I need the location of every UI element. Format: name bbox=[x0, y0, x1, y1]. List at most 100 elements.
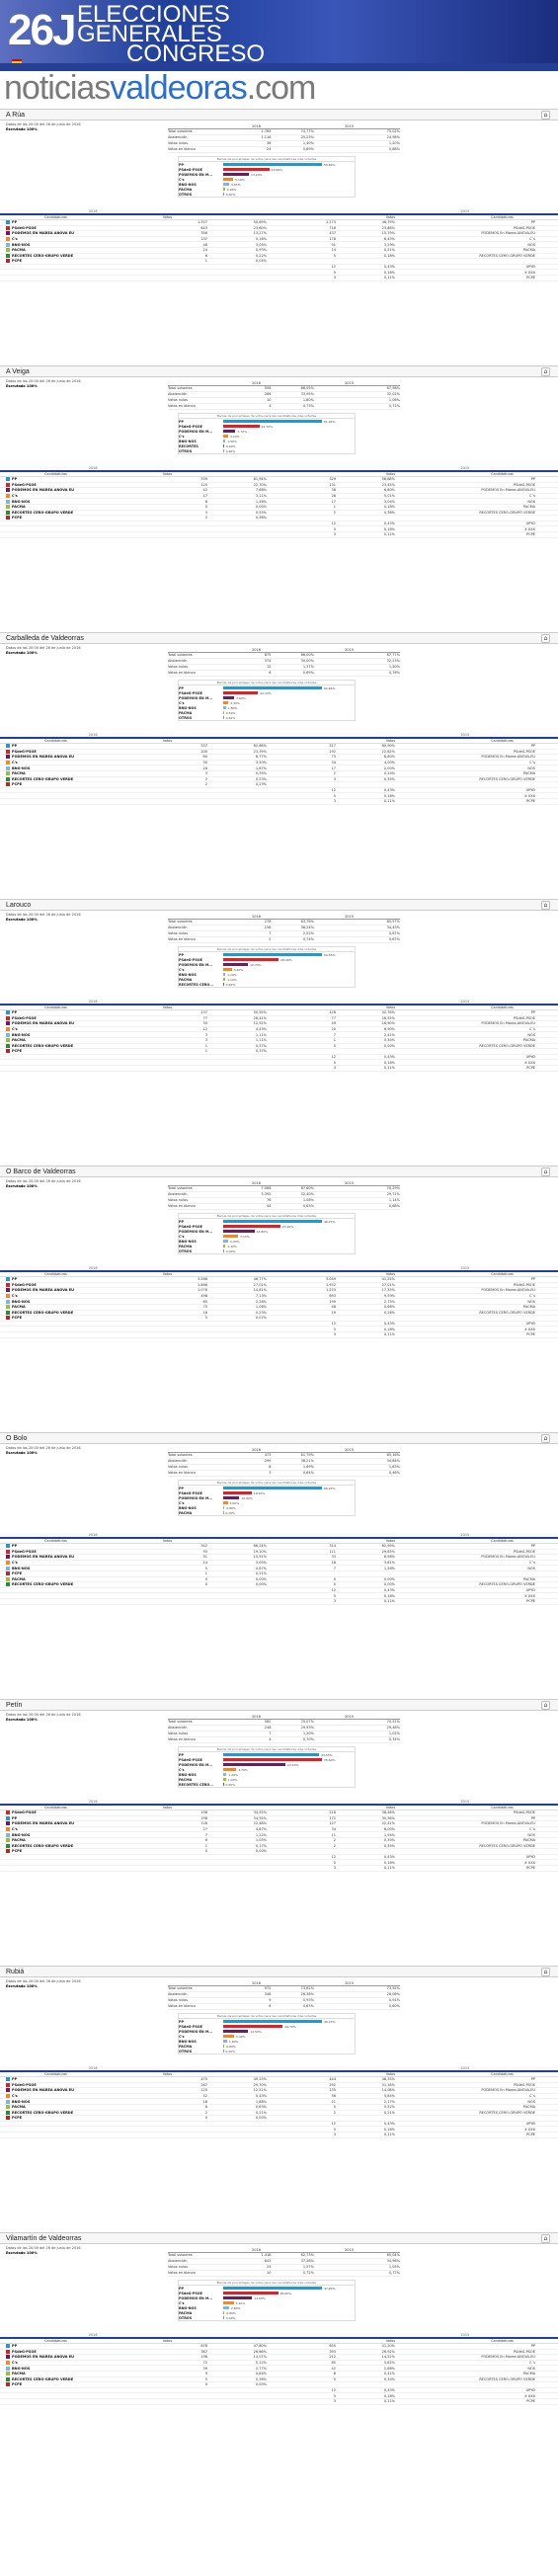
bar-mark bbox=[223, 2025, 283, 2028]
party-name: RECORTES CERO-GRUPO VERDE bbox=[0, 253, 138, 258]
participation-header: 2016 2015 bbox=[168, 915, 400, 920]
result-row: RECORTES CERO-GRUPO VERDE 1 0,17% 2 0,35% REC… bbox=[0, 1843, 558, 1850]
result-row-2015-only: 3 0,11% PCPE bbox=[0, 276, 558, 282]
party-color-swatch bbox=[6, 2088, 10, 2093]
bar-row: PODEMOS-EN M... 10,90% bbox=[179, 1495, 355, 1500]
participation-cell: Votos nulos bbox=[168, 1731, 189, 1735]
bar-label: C's bbox=[179, 967, 185, 972]
result-row: BNG-NÓS 8 1,46% 17 3,04% NÓS bbox=[0, 499, 558, 505]
participation-cell: 33,95% bbox=[300, 392, 314, 396]
participation-row: Votos en blanco 2 0,74% 0,67% bbox=[168, 937, 400, 943]
votes-2015: 17 bbox=[331, 499, 336, 504]
result-row: C's 498 7,13% 693 9,59% C´s bbox=[0, 1294, 558, 1300]
chart-caption: Barras de porcentajes de votos para las … bbox=[179, 414, 355, 419]
bar-value: 3,00% bbox=[229, 1500, 240, 1505]
brand-logo[interactable]: noticiasvaldeoras.com bbox=[4, 69, 316, 108]
percent-2016: 0,17% bbox=[255, 1843, 267, 1848]
party-name-2015: C´s bbox=[528, 1561, 535, 1566]
result-row: PCPE 1 0,37% bbox=[0, 1049, 558, 1055]
bar-mark bbox=[223, 2030, 249, 2033]
year-header: 2016 bbox=[88, 1800, 98, 1804]
party-color-swatch bbox=[6, 1827, 10, 1832]
votes-2016: 18 bbox=[202, 2099, 207, 2104]
party-name-2015: NÓS bbox=[527, 1032, 535, 1037]
votes-2015: 3 bbox=[333, 276, 336, 281]
bar-mark bbox=[223, 193, 224, 196]
bar-label: PACMA bbox=[179, 1777, 193, 1782]
bar-value: 12,50% bbox=[250, 2029, 262, 2034]
bar-row: PACMA 0,93% bbox=[179, 187, 355, 192]
bar-value: 22,10% bbox=[260, 690, 272, 695]
home-icon[interactable]: ⌂ bbox=[541, 111, 550, 120]
year-header: 2016 bbox=[88, 466, 98, 470]
bar-row: PSdeG-PSOE 26,60% bbox=[179, 2291, 355, 2295]
participation-cell: 7.066 bbox=[261, 1186, 272, 1190]
percent-2016: 3,00% bbox=[255, 1561, 267, 1566]
home-icon[interactable]: ⌂ bbox=[541, 1968, 550, 1976]
year-header: 2015 bbox=[460, 1800, 470, 1804]
percent-2015: 2,17% bbox=[383, 2099, 395, 2104]
votes-2016: 137 bbox=[200, 237, 207, 242]
party-name-2015: PCPE bbox=[526, 276, 535, 281]
home-icon[interactable]: ⌂ bbox=[541, 2234, 550, 2243]
bar-label: PODEMOS-EN M... bbox=[179, 429, 213, 434]
participation-row: Votos en blanco 6 0,63% 0,60% bbox=[168, 2004, 400, 2010]
column-header bbox=[223, 1006, 335, 1009]
home-icon[interactable]: ⌂ bbox=[541, 1701, 550, 1710]
votes-2015: 0 bbox=[333, 1582, 336, 1587]
home-icon[interactable]: ⌂ bbox=[541, 901, 550, 910]
result-row-2015-only: 12 0,43% UPYD bbox=[0, 265, 558, 271]
party-name-2015: RECORTES CERO-GRUPO VERDE bbox=[479, 1310, 535, 1315]
party-name-2015: PP bbox=[530, 1010, 535, 1015]
bar-label: BNG-NÓS bbox=[179, 439, 197, 443]
home-icon[interactable]: ⌂ bbox=[541, 1167, 550, 1176]
percent-2015: 0,66% bbox=[383, 1305, 395, 1310]
bar-row: PP 46,77% bbox=[179, 1219, 355, 1224]
participation-cell bbox=[314, 398, 358, 403]
party-name-2015: PP bbox=[530, 2077, 535, 2082]
bar-label: PP bbox=[179, 162, 184, 167]
percent-2015: 0,18% bbox=[383, 2127, 395, 2132]
participation-cell: 29,93% bbox=[300, 1726, 314, 1730]
percent-2015: 0,11% bbox=[383, 532, 395, 537]
percent-2015: 6,98% bbox=[383, 1555, 395, 1560]
party-name-2015: C´s bbox=[528, 1827, 535, 1832]
party-color-swatch bbox=[6, 2099, 10, 2104]
vote-bar-chart: Barras de porcentajes de votos para las … bbox=[178, 2280, 356, 2321]
home-icon[interactable]: ⌂ bbox=[541, 1434, 550, 1443]
home-icon[interactable]: ⌂ bbox=[541, 367, 550, 376]
votes-2016: 77 bbox=[202, 1015, 207, 1020]
bar-mark bbox=[223, 1496, 240, 1499]
column-header bbox=[223, 2072, 335, 2076]
votes-2016: 3 bbox=[204, 771, 207, 776]
votes-2015: 6 bbox=[333, 2372, 336, 2376]
percent-2016: 34,55% bbox=[253, 1811, 267, 1815]
party-name: PP bbox=[0, 220, 138, 225]
party-name: PCPE bbox=[0, 782, 138, 787]
participation-row: Votos en blanco 4 0,73% 0,71% bbox=[168, 404, 400, 410]
bar-label: OTROS bbox=[179, 2049, 193, 2053]
bar-label: BNG-NÓS bbox=[179, 1505, 197, 1510]
participation-cell: 10 bbox=[266, 2271, 272, 2275]
participation-cell: Total votantes bbox=[168, 920, 193, 924]
participation-cell: 0,72% bbox=[302, 2271, 314, 2275]
participation-cell: 1,20% bbox=[388, 665, 400, 669]
percent-2015: 0,34% bbox=[383, 2376, 395, 2381]
bar-label: OTROS bbox=[179, 2315, 193, 2320]
bar-row: PODEMOS-EN M... 14,80% bbox=[179, 1229, 355, 1234]
bar-label: PP bbox=[179, 419, 184, 424]
percent-2016: 19,10% bbox=[253, 1549, 267, 1554]
participation-row: Abstención 286 33,95% 32,02% bbox=[168, 392, 400, 398]
party-name-2015: C´s bbox=[528, 761, 535, 765]
bar-row: C's 4,70% bbox=[179, 1767, 355, 1772]
percent-2015: 0,11% bbox=[383, 276, 395, 281]
party-name-2015: PCPE bbox=[526, 532, 535, 537]
percent-2016: 1,05% bbox=[255, 1838, 267, 1843]
home-icon[interactable]: ⌂ bbox=[541, 634, 550, 643]
bar-value: 0,40% bbox=[225, 1248, 236, 1253]
results-header: 2016 2015 bbox=[0, 209, 558, 215]
bar-row: BNG-NÓS 2,30% bbox=[179, 1239, 355, 1244]
percent-2015: 0,35% bbox=[383, 1843, 395, 1848]
vote-bar-chart: Barras de porcentajes de votos para las … bbox=[178, 946, 356, 988]
year-header: 2015 bbox=[460, 466, 470, 470]
